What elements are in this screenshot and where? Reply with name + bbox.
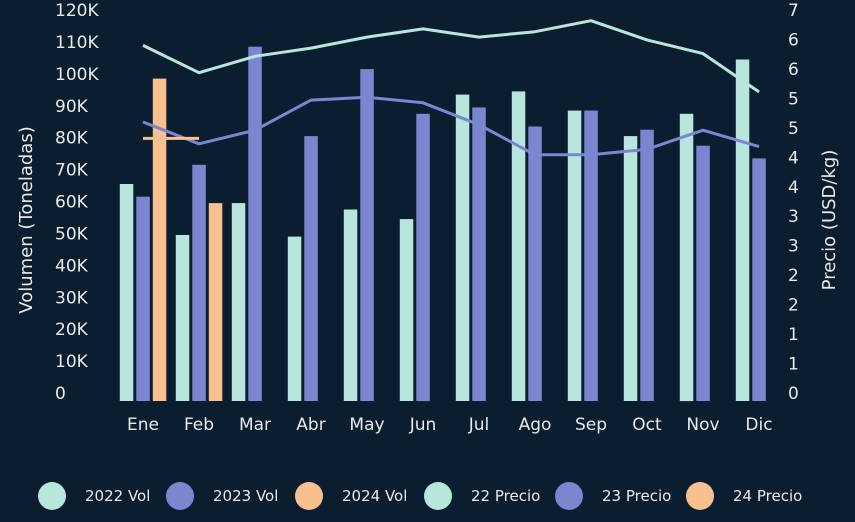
bar-2022-vol-dic <box>735 59 750 401</box>
y-tick-label: 50K <box>55 224 89 244</box>
x-tick-label: Abr <box>296 415 325 435</box>
y2-tick-label: 6 <box>788 31 799 51</box>
bar-2022-vol-abr <box>287 236 302 401</box>
legend-label: 22 Precio <box>471 487 540 505</box>
y2-tick-label: 3 <box>788 207 799 227</box>
x-tick-label: Dic <box>745 415 772 435</box>
bar-2023-vol-abr <box>304 136 318 401</box>
bar-2023-vol-ene <box>136 196 150 401</box>
x-tick-label: Feb <box>184 415 214 435</box>
x-tick-label: Oct <box>632 415 662 435</box>
y2-tick-label: 4 <box>788 148 799 168</box>
bar-2023-vol-jun <box>416 113 430 402</box>
legend-swatch <box>555 482 583 510</box>
legend-label: 24 Precio <box>733 487 802 505</box>
legend-item: 2022 Vol <box>38 482 150 510</box>
x-tick-label: Ago <box>519 415 552 435</box>
x-tick-label: Mar <box>239 415 271 435</box>
bar-2022-vol-jul <box>455 94 470 401</box>
bar-2023-vol-dic <box>752 158 766 401</box>
legend-swatch <box>166 482 194 510</box>
bars-layer <box>119 46 766 402</box>
bar-2023-vol-may <box>360 69 374 401</box>
y-tick-label: 120K <box>55 1 99 21</box>
x-axis-ticks: Ene Feb Mar Abr May Jun Jul Ago Sep Oct Nov Dic <box>127 415 773 435</box>
legend-swatch <box>686 482 714 510</box>
legend: 2022 Vol 2023 Vol 2024 Vol 22 Precio 23 Prec… <box>38 482 802 510</box>
y-tick-label: 90K <box>55 97 89 117</box>
x-tick-label: Sep <box>575 415 607 435</box>
x-tick-label: May <box>349 415 384 435</box>
bar-2022-vol-ago <box>511 91 526 402</box>
y-tick-label: 110K <box>55 33 99 53</box>
y-axis-ticks: 0 10K 20K 30K 40K 50K 60K 70K 80K 90K 100K 110K 120K <box>55 1 99 404</box>
bar-2022-vol-jun <box>399 219 414 401</box>
legend-label: 2024 Vol <box>342 487 407 505</box>
y2-axis-label: Precio (USD/kg) <box>819 150 840 291</box>
lines-layer <box>142 19 760 157</box>
y-tick-label: 60K <box>55 193 89 213</box>
y2-tick-label: 2 <box>788 296 799 316</box>
legend-swatch <box>38 482 66 510</box>
legend-item: 24 Precio <box>686 482 802 510</box>
bar-2023-vol-oct <box>640 129 654 401</box>
bar-2022-vol-sep <box>567 110 582 401</box>
y2-tick-label: 0 <box>788 384 799 404</box>
bar-2022-vol-mar <box>231 203 246 401</box>
bar-2022-vol-feb <box>175 235 190 401</box>
y2-tick-label: 7 <box>788 1 799 21</box>
y-axis-label: Volumen (Toneladas) <box>16 126 37 313</box>
y2-tick-label: 1 <box>788 355 799 375</box>
legend-swatch <box>424 482 452 510</box>
y-tick-label: 30K <box>55 288 89 308</box>
legend-label: 2023 Vol <box>213 487 278 505</box>
bar-2024-vol-ene <box>152 78 167 401</box>
bar-2022-vol-ene <box>119 184 134 401</box>
y-tick-label: 40K <box>55 256 89 276</box>
bar-2023-vol-sep <box>584 110 598 401</box>
y2-tick-label: 2 <box>788 266 799 286</box>
x-tick-label: Ene <box>127 415 159 435</box>
bar-2022-vol-may <box>343 209 358 401</box>
y-tick-label: 80K <box>55 129 89 149</box>
bar-2023-vol-mar <box>248 46 262 401</box>
y2-axis-ticks: 0 1 1 2 2 3 3 4 4 5 5 6 6 7 <box>788 1 799 404</box>
line-22-precio <box>142 19 760 94</box>
y2-tick-label: 5 <box>788 119 799 139</box>
legend-item: 2024 Vol <box>295 482 407 510</box>
x-tick-label: Jun <box>409 415 437 435</box>
legend-item: 22 Precio <box>424 482 540 510</box>
y2-tick-label: 6 <box>788 60 799 80</box>
bar-2023-vol-feb <box>192 164 206 401</box>
y-tick-label: 20K <box>55 320 89 340</box>
bar-2023-vol-jul <box>472 107 486 402</box>
bar-2022-vol-nov <box>679 113 694 402</box>
bar-2022-vol-oct <box>623 136 638 401</box>
y-tick-label: 0 <box>55 384 66 404</box>
line-23-precio <box>142 95 760 157</box>
legend-item: 23 Precio <box>555 482 671 510</box>
y-tick-label: 100K <box>55 65 99 85</box>
y-tick-label: 10K <box>55 352 89 372</box>
legend-label: 23 Precio <box>602 487 671 505</box>
y2-tick-label: 3 <box>788 237 799 257</box>
y2-tick-label: 5 <box>788 89 799 109</box>
bar-2024-vol-feb <box>208 203 223 401</box>
legend-item: 2023 Vol <box>166 482 278 510</box>
y2-tick-label: 1 <box>788 325 799 345</box>
x-tick-label: Nov <box>686 415 719 435</box>
x-tick-label: Jul <box>468 415 490 435</box>
legend-swatch <box>295 482 323 510</box>
y-tick-label: 70K <box>55 161 89 181</box>
bar-2023-vol-ago <box>528 126 542 401</box>
bar-2023-vol-nov <box>696 145 710 401</box>
y2-tick-label: 4 <box>788 178 799 198</box>
legend-label: 2022 Vol <box>85 487 150 505</box>
